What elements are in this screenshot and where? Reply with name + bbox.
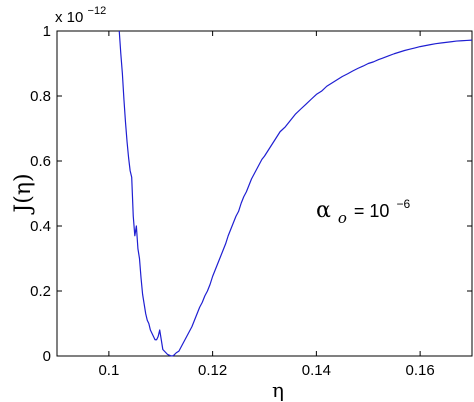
y-tick-label: 0: [43, 348, 51, 365]
x-tick-label: 0.12: [198, 362, 227, 379]
y-scale-factor: x 10 −12: [55, 5, 106, 26]
x-axis-label: η: [272, 378, 284, 402]
alpha-annotation: α o = 10 −6: [316, 197, 410, 229]
y-axis-label: J(η): [11, 173, 36, 214]
y-tick-label: 0.8: [30, 88, 51, 105]
alpha-equals: = 10: [354, 201, 390, 221]
plot-border: [56, 30, 473, 357]
alpha-subscript: o: [338, 209, 347, 227]
y-tick-label: 0.2: [30, 283, 51, 300]
y-tick-label: 1: [43, 23, 51, 40]
x-tick-label: 0.1: [98, 362, 119, 379]
y-scale-prefix: x 10: [55, 9, 83, 26]
x-tick-label: 0.14: [302, 362, 331, 379]
alpha-exponent: −6: [396, 197, 410, 211]
x-axis-ticks: 0.1 0.12 0.14 0.16: [98, 31, 435, 379]
series-line-0: [118, 30, 473, 357]
y-tick-label: 0.4: [30, 218, 51, 235]
y-axis-ticks: 0 0.2 0.4 0.6 0.8 1: [30, 23, 472, 365]
plot-frame: [56, 30, 473, 357]
x-tick-label: 0.16: [406, 362, 435, 379]
y-scale-exponent: −12: [88, 5, 107, 17]
alpha-symbol: α: [316, 198, 331, 223]
y-tick-label: 0.6: [30, 153, 51, 170]
series-layer: [118, 30, 473, 357]
